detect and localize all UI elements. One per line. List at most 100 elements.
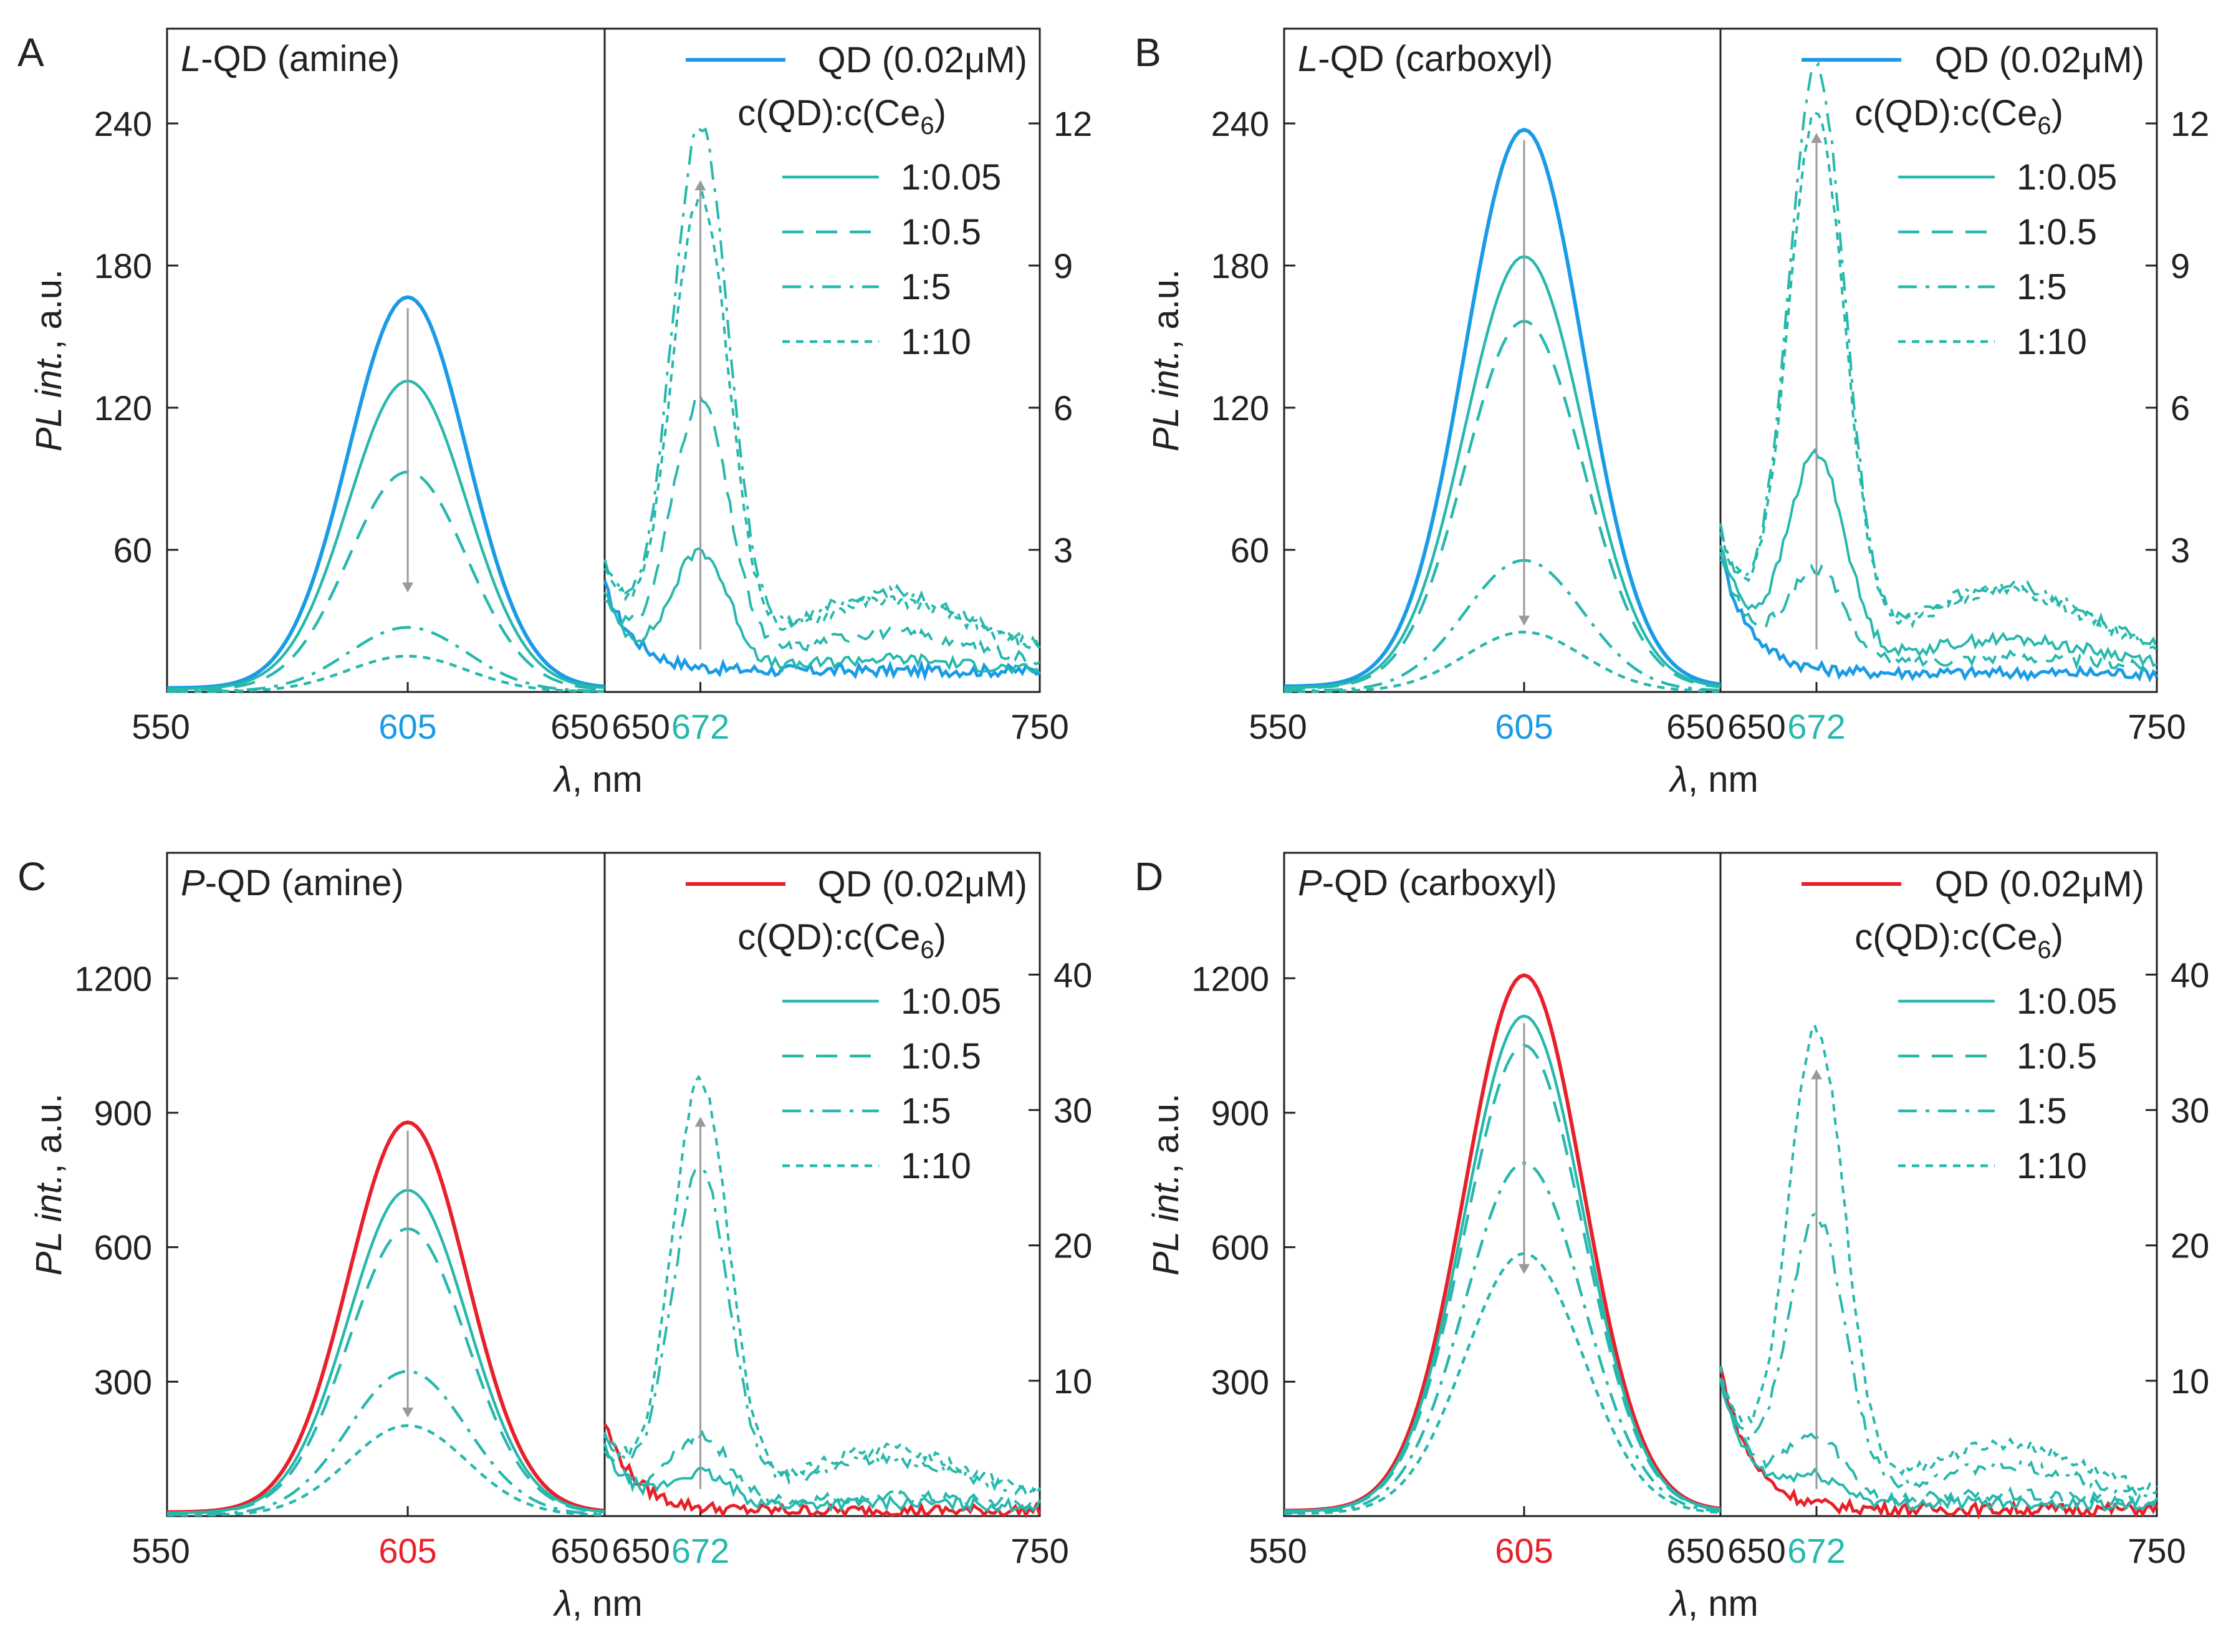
qd-emission-curves <box>1284 127 1721 693</box>
qd-curve-1:10 <box>167 655 605 693</box>
left-y-tick-label: 180 <box>1211 246 1269 286</box>
right-y-tick-label: 40 <box>2171 955 2209 994</box>
x-axis-unit: , nm <box>572 759 643 800</box>
ce6-curve-1:10 <box>603 190 1041 651</box>
qd-curve-1:0.5 <box>167 470 605 691</box>
panel-title-rest: -QD (amine) <box>205 863 404 903</box>
ce6-peak-tick-label: 672 <box>671 1531 729 1570</box>
y-axis-italic: PL int. <box>29 1174 69 1275</box>
qd-curve-QD (0.02μM) <box>1284 127 1721 688</box>
ce6-emission-curves <box>603 1074 1042 1519</box>
left-y-tick-label: 900 <box>94 1093 152 1133</box>
legend-label: 1:0.05 <box>2017 157 2117 198</box>
x-tick-label: 550 <box>1249 707 1307 746</box>
ce6-peak-tick-label: 672 <box>1787 707 1845 746</box>
right-y-tick-label: 9 <box>1053 246 1073 286</box>
ce6-emission-curves <box>1719 1022 2159 1520</box>
legend-label: 1:10 <box>2017 1146 2087 1186</box>
panel-b: B L-QD (carboxyl) 60 120 180 240 3 6 9 12 550 650 65… <box>1135 27 2209 800</box>
qd-curve-1:0.5 <box>1284 1044 1721 1513</box>
ce6-curve-1:5 <box>603 1168 1041 1499</box>
qd-curve-1:10 <box>1284 1252 1721 1515</box>
left-y-tick-label: 900 <box>1211 1093 1269 1133</box>
right-y-tick-label: 10 <box>2171 1361 2209 1401</box>
ce6-emission-curves <box>603 127 1041 682</box>
panel-title: L-QD (carboxyl) <box>1298 39 1553 79</box>
panel-title-rest: -QD (carboxyl) <box>1322 863 1557 903</box>
left-y-tick-label: 240 <box>94 104 152 143</box>
legend-label-qd: QD (0.02μM) <box>1935 40 2144 80</box>
legend-ratio-title-close: ) <box>934 917 946 958</box>
left-y-tick-label: 600 <box>1211 1228 1269 1267</box>
qd-curve-QD (0.02μM) <box>1284 973 1721 1513</box>
right-y-tick-label: 12 <box>2171 104 2209 143</box>
legend-ratio-title-sub: 6 <box>920 112 934 140</box>
x-axis-symbol: λ <box>552 1583 572 1624</box>
right-y-tick-label: 30 <box>1053 1091 1092 1130</box>
ce6-curve-QD (0.02μM) <box>1719 1365 2159 1520</box>
y-axis-title: PL int., a.u. <box>29 269 69 451</box>
x-tick-label: 750 <box>2128 707 2186 746</box>
right-y-tick-label: 9 <box>2171 246 2190 286</box>
ce6-rise-arrowhead <box>1811 1069 1822 1080</box>
left-y-tick-label: 180 <box>94 246 152 286</box>
ce6-curve-1:0.5 <box>1719 552 2158 673</box>
qd-emission-curves <box>166 295 605 693</box>
panel-d: D P-QD (carboxyl) 300 600 900 1200 10 20 30 40 550… <box>1135 852 2209 1624</box>
legend-ratio-title-close: ) <box>2051 93 2063 133</box>
x-tick-label: 750 <box>1010 707 1068 746</box>
qd-curve-1:10 <box>167 1424 605 1517</box>
qd-curve-QD (0.02μM) <box>166 295 605 690</box>
right-y-tick-label: 6 <box>1053 388 1073 428</box>
ce6-curve-QD (0.02μM) <box>603 1423 1042 1519</box>
ce6-curve-1:0.5 <box>603 1429 1040 1510</box>
legend-label: 1:5 <box>2017 267 2067 307</box>
ce6-curve-1:0.05 <box>1719 448 2157 668</box>
y-axis-title: PL int., a.u. <box>29 1093 69 1275</box>
legend-ratio-title-sub: 6 <box>2037 936 2051 964</box>
qd-curve-QD (0.02μM) <box>166 1120 605 1514</box>
ce6-curve-1:10 <box>1719 1022 2158 1494</box>
legend-label: 1:0.05 <box>2017 981 2117 1022</box>
left-y-tick-label: 300 <box>94 1362 152 1401</box>
legend-label: 1:0.5 <box>2017 212 2097 252</box>
x-tick-label: 650 <box>550 707 608 746</box>
y-axis-title: PL int., a.u. <box>1146 269 1186 451</box>
ce6-emission-curves <box>1719 61 2159 683</box>
legend: QD (0.02μM) c(QD):c(Ce6) 1:0.05 1:0.5 1:5 1:1… <box>1802 40 2144 362</box>
right-y-tick-label: 3 <box>1053 531 1073 570</box>
legend-ratio-title: c(QD):c(Ce6) <box>737 93 946 140</box>
y-axis-rest: , a.u. <box>1146 269 1186 350</box>
panel-letter: A <box>17 30 44 75</box>
legend: QD (0.02μM) c(QD):c(Ce6) 1:0.05 1:0.5 1:5 1:1… <box>1802 864 2144 1186</box>
panel-title-rest: -QD (amine) <box>201 39 400 79</box>
ce6-curve-1:10 <box>603 1074 1041 1495</box>
x-axis-title: λ, nm <box>552 1583 642 1624</box>
x-tick-label: 650 <box>612 1531 669 1570</box>
qd-emission-curves <box>166 1120 605 1517</box>
panel-title-italic: L <box>1298 39 1318 79</box>
y-axis-italic: PL int. <box>1146 1174 1186 1275</box>
plot-frame <box>166 852 1041 1517</box>
x-axis-unit: , nm <box>1688 759 1759 800</box>
legend-ratio-title-main: c(QD):c(Ce <box>737 93 920 133</box>
x-tick-label: 550 <box>1249 1531 1307 1570</box>
qd-curve-1:0.5 <box>167 1227 605 1515</box>
qd-peak-tick-label: 605 <box>378 1531 436 1570</box>
right-y-tick-label: 30 <box>2171 1091 2209 1130</box>
legend-ratio-title-main: c(QD):c(Ce <box>1855 917 2037 958</box>
legend-ratio-title-close: ) <box>2051 917 2063 958</box>
ce6-peak-tick-label: 672 <box>1787 1531 1845 1570</box>
qd-curve-1:5 <box>1284 1161 1721 1514</box>
legend-ratio-title-close: ) <box>934 93 946 133</box>
x-tick-label: 650 <box>1727 1531 1785 1570</box>
panel-title: P-QD (amine) <box>181 863 404 903</box>
qd-quench-arrowhead <box>1519 1264 1530 1274</box>
right-y-tick-label: 3 <box>2171 531 2190 570</box>
qd-curve-1:0.5 <box>1284 319 1721 690</box>
ce6-curve-QD (0.02μM) <box>603 580 1040 682</box>
qd-curve-1:10 <box>1284 630 1721 693</box>
legend-label-qd: QD (0.02μM) <box>818 864 1027 905</box>
legend-label-qd: QD (0.02μM) <box>818 40 1027 80</box>
qd-quench-arrowhead <box>1519 615 1530 626</box>
